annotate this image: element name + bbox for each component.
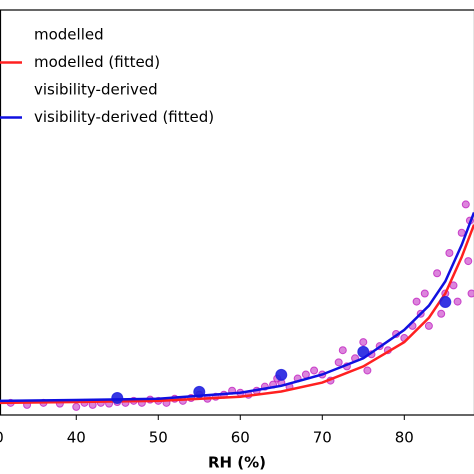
legend-label: visibility-derived [34, 81, 158, 99]
legend-label: modelled (fitted) [34, 53, 160, 71]
visibility-point [439, 296, 452, 309]
model-point [359, 338, 368, 347]
model-point [464, 257, 473, 266]
x-tick-label: 40 [67, 429, 86, 447]
model-point [445, 249, 454, 257]
model-point [461, 200, 470, 209]
model-point [453, 297, 462, 306]
x-tick-label: 50 [149, 429, 168, 447]
plot-frame [0, 9, 474, 416]
model-point [424, 321, 433, 330]
model-point [363, 366, 372, 375]
model-point [310, 366, 319, 375]
model-point [301, 370, 310, 379]
model-point [433, 269, 442, 278]
visibility-point [111, 391, 124, 404]
legend-label: modelled [34, 26, 104, 44]
fitted-line [0, 212, 474, 403]
x-axis-label: RH (%) [208, 454, 266, 472]
fitted-line [0, 224, 474, 405]
model-point [420, 289, 429, 298]
model-point [338, 346, 347, 355]
model-point [467, 289, 474, 298]
model-point [412, 297, 421, 306]
model-point [437, 309, 446, 318]
x-tick-label: 80 [395, 429, 414, 447]
model-point [72, 402, 81, 411]
model-point [334, 358, 343, 367]
legend-label: visibility-derived (fitted) [34, 108, 214, 126]
x-tick-label: 30 [0, 429, 4, 447]
x-tick-label: 70 [313, 429, 332, 447]
visibility-point [275, 368, 288, 381]
x-tick-label: 60 [231, 429, 250, 447]
